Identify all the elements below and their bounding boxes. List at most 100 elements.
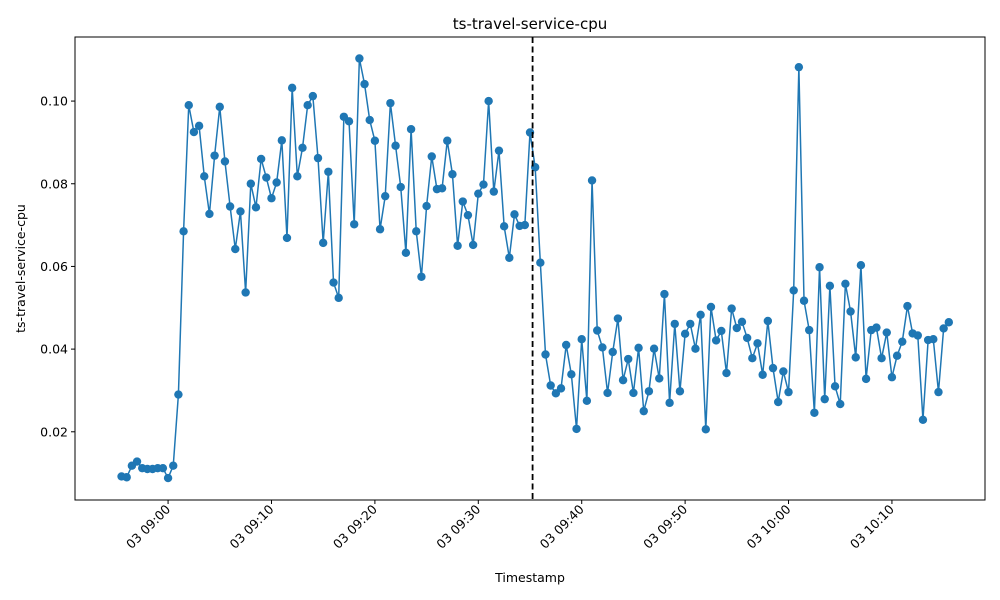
chart-title: ts-travel-service-cpu: [453, 15, 607, 33]
data-point: [479, 180, 488, 189]
data-point: [603, 388, 612, 398]
data-point: [453, 241, 462, 250]
data-point: [463, 210, 473, 220]
data-point: [665, 398, 674, 408]
data-point: [649, 344, 659, 353]
data-point: [381, 191, 390, 201]
data-point: [861, 374, 871, 384]
data-point: [132, 457, 142, 466]
data-point: [427, 152, 436, 161]
data-point: [758, 370, 767, 379]
data-point: [691, 344, 700, 353]
data-point: [231, 244, 240, 254]
data-point: [484, 96, 493, 106]
data-point: [644, 387, 654, 396]
data-point: [499, 222, 509, 231]
data-point: [318, 238, 328, 248]
data-point: [298, 143, 307, 152]
data-point: [210, 151, 219, 160]
data-point: [851, 353, 860, 362]
data-point: [903, 301, 912, 311]
data-point: [887, 373, 897, 382]
data-point: [406, 124, 416, 134]
data-point: [169, 461, 178, 470]
data-point: [711, 336, 721, 345]
data-point: [701, 425, 710, 434]
data-point: [742, 333, 752, 343]
data-series: [117, 54, 954, 483]
data-point: [313, 153, 323, 163]
data-point: [489, 187, 499, 196]
data-point: [556, 384, 566, 393]
data-point: [262, 173, 271, 182]
data-point: [396, 182, 405, 192]
data-point: [282, 233, 292, 243]
data-point: [468, 240, 478, 250]
data-point: [608, 347, 617, 357]
data-point: [236, 207, 245, 216]
data-point: [577, 334, 586, 344]
data-point: [717, 326, 726, 336]
data-point: [546, 381, 555, 390]
data-point: [365, 115, 374, 125]
data-point: [391, 141, 400, 150]
data-point: [882, 328, 891, 337]
data-point: [386, 98, 395, 108]
data-point: [510, 210, 519, 219]
data-point: [448, 170, 457, 179]
data-point: [820, 394, 829, 404]
data-point: [810, 408, 819, 417]
data-point: [272, 178, 281, 187]
data-point: [655, 374, 664, 383]
data-point: [520, 220, 530, 230]
data-point: [437, 184, 447, 193]
data-point: [246, 179, 255, 188]
data-point: [634, 343, 643, 353]
data-point: [737, 317, 747, 327]
data-point: [779, 367, 788, 376]
data-point: [375, 225, 385, 234]
data-point: [561, 340, 571, 350]
data-point: [598, 343, 607, 352]
data-point: [401, 248, 411, 257]
data-point: [934, 387, 943, 397]
data-point: [913, 331, 922, 340]
data-point: [303, 101, 312, 110]
data-point: [179, 227, 188, 236]
data-point: [618, 375, 628, 385]
data-point: [680, 329, 690, 339]
data-point: [706, 302, 716, 312]
data-point: [293, 172, 302, 181]
data-point: [660, 289, 669, 299]
y-axis-title: ts-travel-service-cpu: [13, 204, 28, 333]
data-point: [443, 136, 452, 145]
data-point: [727, 304, 736, 313]
data-point: [789, 286, 798, 295]
data-point: [225, 202, 235, 211]
data-point: [350, 220, 359, 229]
data-point: [158, 463, 168, 473]
data-point: [675, 387, 685, 396]
data-point: [763, 316, 773, 326]
data-point: [200, 172, 209, 181]
data-point: [753, 339, 762, 348]
data-point: [189, 127, 199, 137]
data-point: [215, 102, 224, 112]
data-point: [593, 326, 602, 335]
data-point: [784, 387, 793, 397]
y-tick-label: 0.02: [40, 424, 68, 439]
data-point: [805, 325, 814, 335]
data-point: [277, 136, 287, 145]
data-point: [825, 281, 835, 291]
data-point: [918, 415, 928, 424]
data-point: [344, 117, 354, 126]
y-axis: 0.02 0.04 0.06 0.08 0.10: [40, 94, 75, 439]
data-point: [794, 62, 804, 72]
data-point: [929, 334, 938, 344]
data-point: [892, 351, 902, 360]
data-point: [174, 390, 183, 399]
data-point: [329, 278, 338, 287]
y-tick-label: 0.10: [40, 94, 68, 109]
data-point: [417, 272, 426, 281]
